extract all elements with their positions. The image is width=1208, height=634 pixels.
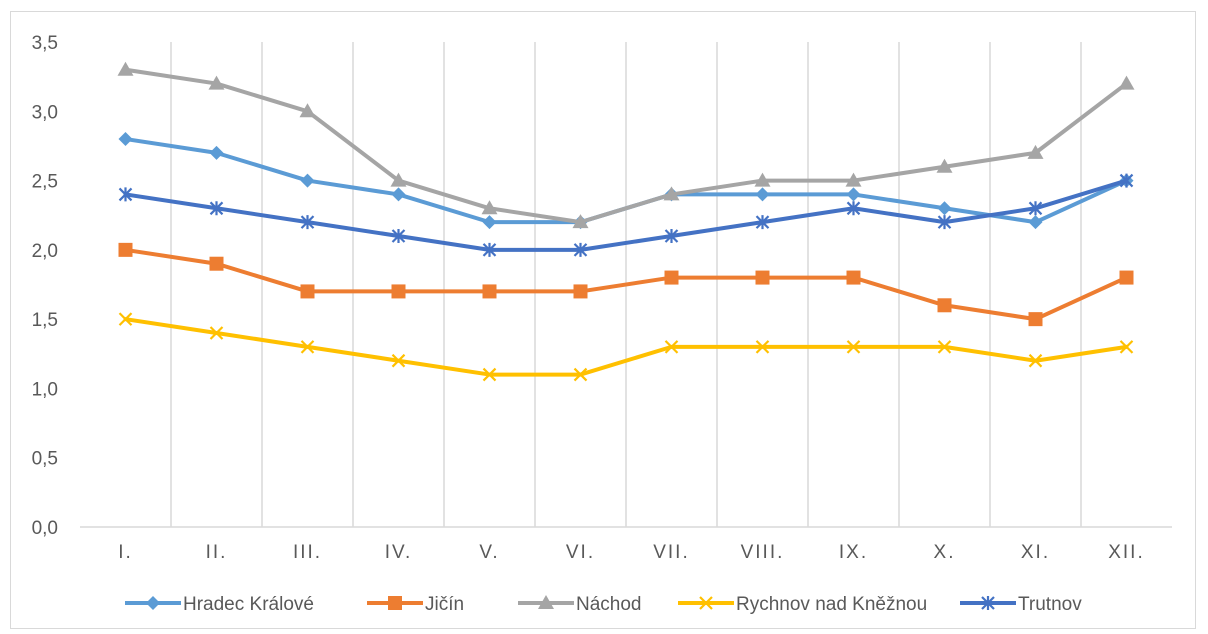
data-point: [391, 187, 406, 202]
x-tick-label: VII.: [653, 542, 690, 563]
y-tick-label: 0,0: [32, 518, 58, 539]
legend-marker: [146, 596, 160, 610]
data-point: [390, 172, 407, 187]
legend-marker: [981, 596, 995, 610]
data-point: [482, 367, 497, 382]
data-point: [846, 201, 861, 216]
data-point: [118, 187, 133, 202]
data-point: [1119, 270, 1134, 285]
data-point: [754, 172, 771, 187]
data-point: [1028, 215, 1043, 230]
data-point: [209, 145, 224, 160]
x-tick-label: XII.: [1108, 542, 1145, 563]
data-point: [573, 242, 588, 257]
data-point: [299, 103, 316, 118]
legend-marker: [699, 596, 713, 610]
data-point: [117, 61, 134, 76]
data-point: [573, 284, 588, 299]
data-point: [663, 186, 680, 201]
data-point: [937, 340, 952, 354]
data-point: [1028, 312, 1043, 327]
x-tick-label: III.: [293, 542, 322, 563]
x-tick-label: IV.: [385, 542, 413, 563]
legend-label: Rychnov nad Kněžnou: [736, 594, 927, 615]
data-point: [482, 242, 497, 257]
data-point: [937, 298, 952, 313]
legend-label: Hradec Králové: [183, 594, 314, 615]
data-point: [209, 326, 224, 340]
x-tick-label: VI.: [566, 542, 595, 563]
x-tick-label: IX.: [839, 542, 868, 563]
data-point: [664, 229, 679, 243]
x-tick-label: X.: [934, 542, 956, 563]
data-point: [755, 340, 770, 354]
data-point: [1118, 75, 1135, 90]
data-point: [300, 284, 315, 299]
data-point: [1119, 340, 1134, 354]
data-point: [755, 215, 770, 230]
series-line: [123, 317, 1129, 377]
y-tick-label: 3,5: [32, 33, 58, 54]
data-point: [845, 172, 862, 187]
data-point: [846, 340, 861, 354]
legend-label: Trutnov: [1018, 594, 1082, 615]
data-point: [209, 201, 224, 216]
y-tick-label: 3,0: [32, 102, 58, 123]
data-point: [208, 75, 225, 90]
data-point: [846, 187, 861, 202]
x-tick-label: XI.: [1021, 542, 1050, 563]
x-tick-label: V.: [479, 542, 499, 563]
series-line: [123, 67, 1129, 225]
data-point: [755, 270, 770, 285]
data-point: [664, 270, 679, 285]
data-point: [755, 187, 770, 202]
data-point: [1119, 173, 1134, 188]
y-tick-label: 0,5: [32, 449, 58, 470]
x-tick-label: I.: [118, 542, 133, 563]
data-point: [1027, 144, 1044, 159]
data-point: [482, 215, 497, 230]
x-tick-label: II.: [206, 542, 228, 563]
data-point: [391, 229, 406, 243]
data-point: [391, 284, 406, 299]
x-tick-label: VIII.: [741, 542, 785, 563]
series-line: [123, 178, 1129, 252]
y-tick-label: 2,0: [32, 241, 58, 262]
data-point: [118, 242, 133, 257]
legend-label: Jičín: [425, 594, 464, 615]
data-point: [482, 284, 497, 299]
data-point: [300, 340, 315, 354]
data-point: [664, 340, 679, 354]
data-point: [573, 367, 588, 382]
y-tick-label: 1,5: [32, 310, 58, 331]
data-point: [300, 173, 315, 188]
legend-label: Náchod: [576, 594, 642, 615]
data-point: [937, 215, 952, 230]
data-point: [481, 200, 498, 215]
data-point: [118, 312, 133, 326]
data-point: [209, 256, 224, 271]
legend-marker: [538, 595, 554, 609]
data-point: [937, 201, 952, 216]
legend-marker: [388, 596, 402, 610]
y-tick-label: 2,5: [32, 172, 58, 193]
data-point: [300, 215, 315, 230]
data-point: [1028, 353, 1043, 368]
series-line: [123, 247, 1129, 322]
data-point: [572, 214, 589, 229]
data-point: [846, 270, 861, 285]
data-point: [1028, 201, 1043, 216]
data-point: [391, 353, 406, 368]
data-point: [936, 158, 953, 173]
data-point: [118, 132, 133, 146]
y-tick-label: 1,0: [32, 379, 58, 400]
chart-frame: [10, 11, 1196, 629]
